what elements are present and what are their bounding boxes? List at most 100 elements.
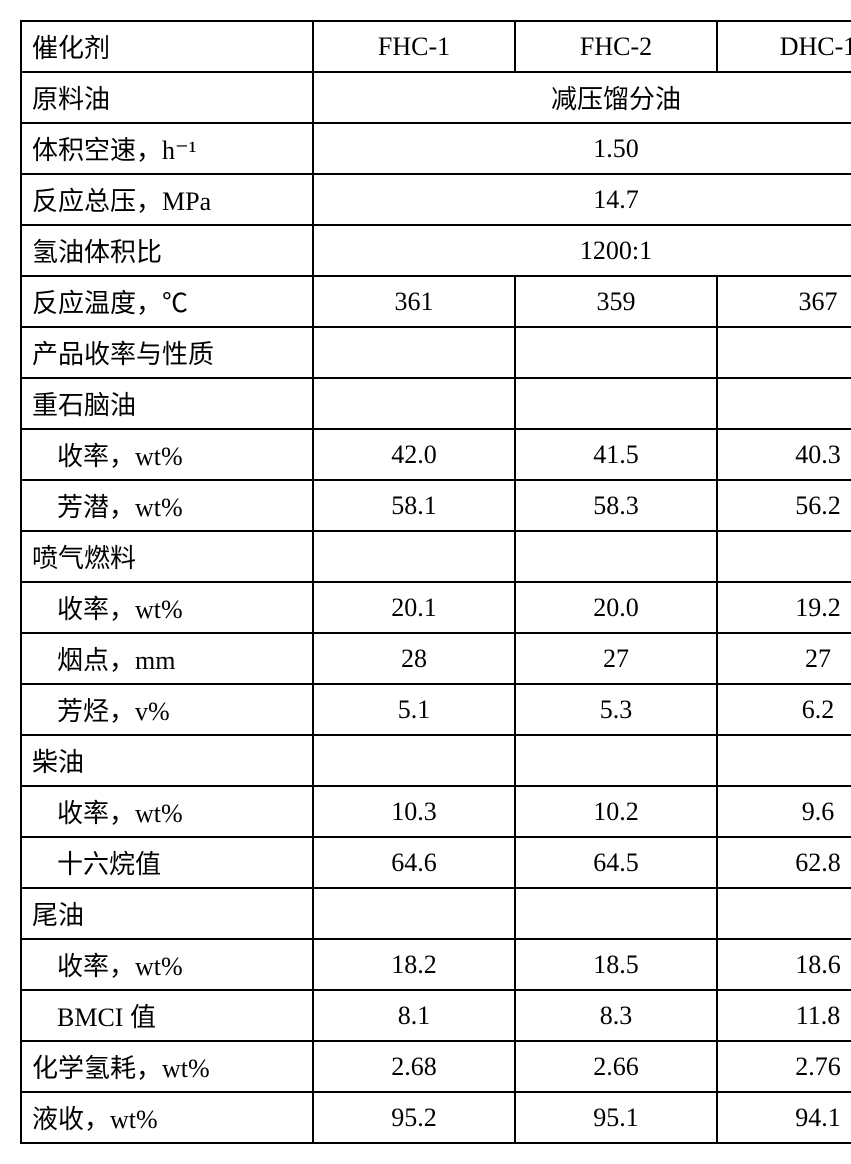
table-row-yield-quality-header: 产品收率与性质 (21, 327, 851, 378)
cell-feedstock-label: 原料油 (21, 72, 313, 123)
cell-empty (515, 888, 717, 939)
cell-jet-smoke-c1: 28 (313, 633, 515, 684)
cell-lhsv-label: 体积空速，h⁻¹ (21, 123, 313, 174)
cell-empty (717, 735, 851, 786)
table-row-feedstock: 原料油 减压馏分油 (21, 72, 851, 123)
cell-tail-yield-c2: 18.5 (515, 939, 717, 990)
cell-empty (717, 531, 851, 582)
cell-feedstock-value: 减压馏分油 (313, 72, 851, 123)
cell-hn-yield-c3: 40.3 (717, 429, 851, 480)
cell-liquid-yield-label: 液收，wt% (21, 1092, 313, 1143)
table-row-jet-fuel-title: 喷气燃料 (21, 531, 851, 582)
cell-jet-smoke-c3: 27 (717, 633, 851, 684)
table-row-tail-bmci: BMCI 值 8.1 8.3 11.8 (21, 990, 851, 1041)
cell-hn-aromatic-c1: 58.1 (313, 480, 515, 531)
cell-jet-title: 喷气燃料 (21, 531, 313, 582)
cell-tail-yield-c1: 18.2 (313, 939, 515, 990)
cell-chem-h2-c2: 2.66 (515, 1041, 717, 1092)
cell-hn-aromatic-label: 芳潜，wt% (21, 480, 313, 531)
cell-tail-bmci-label: BMCI 值 (21, 990, 313, 1041)
cell-empty (717, 888, 851, 939)
cell-diesel-yield-c1: 10.3 (313, 786, 515, 837)
cell-liquid-yield-c3: 94.1 (717, 1092, 851, 1143)
cell-jet-aromatics-label: 芳烃，v% (21, 684, 313, 735)
table-row-diesel-yield: 收率，wt% 10.3 10.2 9.6 (21, 786, 851, 837)
cell-diesel-cetane-c1: 64.6 (313, 837, 515, 888)
table-row-jet-yield: 收率，wt% 20.1 20.0 19.2 (21, 582, 851, 633)
cell-pressure-label: 反应总压，MPa (21, 174, 313, 225)
table-row-heavy-naphtha-yield: 收率，wt% 42.0 41.5 40.3 (21, 429, 851, 480)
cell-liquid-yield-c2: 95.1 (515, 1092, 717, 1143)
cell-diesel-yield-c3: 9.6 (717, 786, 851, 837)
table-row-heavy-naphtha-aromatic: 芳潜，wt% 58.1 58.3 56.2 (21, 480, 851, 531)
cell-jet-yield-label: 收率，wt% (21, 582, 313, 633)
cell-hn-aromatic-c3: 56.2 (717, 480, 851, 531)
catalyst-comparison-table: 催化剂 FHC-1 FHC-2 DHC-1 原料油 减压馏分油 体积空速，h⁻¹… (20, 20, 851, 1144)
cell-empty (313, 327, 515, 378)
cell-pressure-value: 14.7 (313, 174, 851, 225)
cell-empty (313, 888, 515, 939)
cell-yield-quality-label: 产品收率与性质 (21, 327, 313, 378)
cell-tail-bmci-c1: 8.1 (313, 990, 515, 1041)
cell-temp-c3: 367 (717, 276, 851, 327)
cell-tail-title: 尾油 (21, 888, 313, 939)
cell-temp-c2: 359 (515, 276, 717, 327)
cell-diesel-cetane-c2: 64.5 (515, 837, 717, 888)
cell-chem-h2-c3: 2.76 (717, 1041, 851, 1092)
cell-chem-h2-label: 化学氢耗，wt% (21, 1041, 313, 1092)
table-row-h2oil: 氢油体积比 1200:1 (21, 225, 851, 276)
cell-temp-label: 反应温度，℃ (21, 276, 313, 327)
table-row-jet-aromatics: 芳烃，v% 5.1 5.3 6.2 (21, 684, 851, 735)
cell-jet-yield-c2: 20.0 (515, 582, 717, 633)
cell-liquid-yield-c1: 95.2 (313, 1092, 515, 1143)
cell-diesel-cetane-label: 十六烷值 (21, 837, 313, 888)
cell-diesel-yield-c2: 10.2 (515, 786, 717, 837)
table-row-temp: 反应温度，℃ 361 359 367 (21, 276, 851, 327)
table-row-pressure: 反应总压，MPa 14.7 (21, 174, 851, 225)
cell-empty (313, 531, 515, 582)
cell-jet-yield-c1: 20.1 (313, 582, 515, 633)
cell-catalyst-label: 催化剂 (21, 21, 313, 72)
cell-empty (313, 735, 515, 786)
cell-diesel-yield-label: 收率，wt% (21, 786, 313, 837)
cell-h2oil-value: 1200:1 (313, 225, 851, 276)
cell-diesel-cetane-c3: 62.8 (717, 837, 851, 888)
table-row-lhsv: 体积空速，h⁻¹ 1.50 (21, 123, 851, 174)
cell-jet-smoke-c2: 27 (515, 633, 717, 684)
cell-hn-yield-c2: 41.5 (515, 429, 717, 480)
cell-tail-yield-c3: 18.6 (717, 939, 851, 990)
cell-jet-smoke-label: 烟点，mm (21, 633, 313, 684)
table-row-tail-oil-title: 尾油 (21, 888, 851, 939)
cell-jet-aromatics-c1: 5.1 (313, 684, 515, 735)
cell-jet-yield-c3: 19.2 (717, 582, 851, 633)
table-row-header: 催化剂 FHC-1 FHC-2 DHC-1 (21, 21, 851, 72)
cell-chem-h2-c1: 2.68 (313, 1041, 515, 1092)
cell-tail-yield-label: 收率，wt% (21, 939, 313, 990)
table-row-diesel-cetane: 十六烷值 64.6 64.5 62.8 (21, 837, 851, 888)
cell-empty (515, 735, 717, 786)
cell-cat1: FHC-1 (313, 21, 515, 72)
cell-jet-aromatics-c2: 5.3 (515, 684, 717, 735)
cell-empty (515, 327, 717, 378)
cell-empty (515, 531, 717, 582)
cell-empty (717, 327, 851, 378)
table-row-tail-yield: 收率，wt% 18.2 18.5 18.6 (21, 939, 851, 990)
cell-cat2: FHC-2 (515, 21, 717, 72)
cell-tail-bmci-c2: 8.3 (515, 990, 717, 1041)
table-row-liquid-yield: 液收，wt% 95.2 95.1 94.1 (21, 1092, 851, 1143)
cell-empty (717, 378, 851, 429)
table-row-jet-smoke: 烟点，mm 28 27 27 (21, 633, 851, 684)
cell-cat3: DHC-1 (717, 21, 851, 72)
table-row-heavy-naphtha-title: 重石脑油 (21, 378, 851, 429)
cell-empty (313, 378, 515, 429)
cell-tail-bmci-c3: 11.8 (717, 990, 851, 1041)
cell-hn-aromatic-c2: 58.3 (515, 480, 717, 531)
cell-hn-yield-c1: 42.0 (313, 429, 515, 480)
cell-temp-c1: 361 (313, 276, 515, 327)
cell-h2oil-label: 氢油体积比 (21, 225, 313, 276)
cell-empty (515, 378, 717, 429)
cell-diesel-title: 柴油 (21, 735, 313, 786)
table-row-chem-h2: 化学氢耗，wt% 2.68 2.66 2.76 (21, 1041, 851, 1092)
cell-lhsv-value: 1.50 (313, 123, 851, 174)
cell-heavy-naphtha-title: 重石脑油 (21, 378, 313, 429)
